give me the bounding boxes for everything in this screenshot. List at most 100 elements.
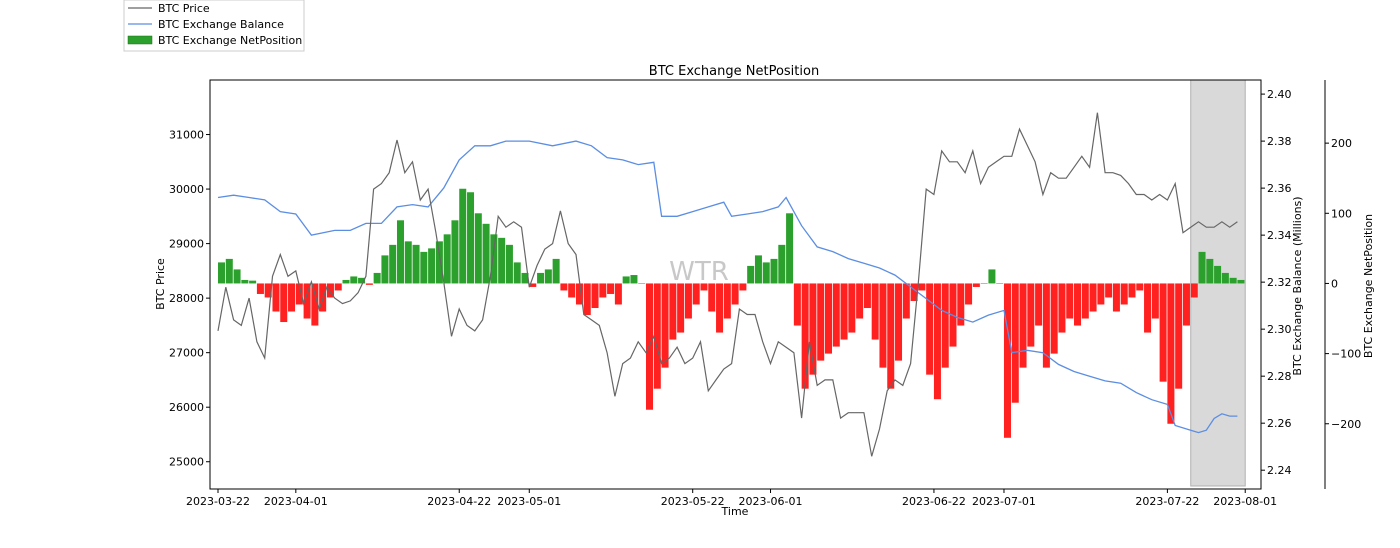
netposition-bar <box>1112 283 1120 312</box>
balance-tick-label: 2.30 <box>1267 323 1292 336</box>
netposition-bar <box>1120 283 1128 305</box>
netposition-bar <box>451 220 459 284</box>
netposition-bar <box>1198 251 1206 284</box>
netposition-bar <box>443 234 451 284</box>
netposition-bar <box>1042 283 1050 368</box>
netposition-bar <box>965 283 973 305</box>
netposition-bar <box>350 276 358 284</box>
netposition-bar <box>474 213 482 284</box>
netposition-bar <box>754 255 762 284</box>
netposition-bar <box>762 262 770 284</box>
netposition-bar <box>568 283 576 298</box>
netposition-bar <box>1089 283 1097 312</box>
netposition-bar <box>1229 277 1237 284</box>
netposition-bar <box>933 283 941 400</box>
balance-line <box>217 140 1238 434</box>
netposition-bar <box>684 283 692 319</box>
netposition-bar <box>622 276 630 284</box>
netposition-bar <box>669 283 677 340</box>
netposition-bar <box>435 241 443 284</box>
netposition-bar <box>1237 279 1245 284</box>
netposition-bar <box>871 283 879 340</box>
y-axis-balance: 2.24 2.26 2.28 2.30 2.32 2.34 2.36 2.38 2.40 <box>1261 88 1292 477</box>
netposition-bar <box>311 283 319 326</box>
netposition-bar <box>1019 283 1027 368</box>
netposition-tick-label: −100 <box>1331 348 1361 361</box>
netposition-bar <box>272 283 280 312</box>
netposition-bar <box>638 283 646 284</box>
netposition-bar <box>381 255 389 284</box>
netposition-bar <box>716 283 724 333</box>
netposition-bar <box>412 244 420 284</box>
y-axis-netposition-label: BTC Exchange NetPosition <box>1362 214 1375 358</box>
y-axis-price-label: BTC Price <box>154 258 167 310</box>
balance-tick-label: 2.28 <box>1267 370 1292 383</box>
netposition-bar <box>692 283 700 305</box>
y-axis-balance-label: BTC Exchange Balance (Millions) <box>1291 196 1304 375</box>
balance-tick-label: 2.32 <box>1267 276 1292 289</box>
legend: BTC Price BTC Exchange Balance BTC Excha… <box>123 0 305 52</box>
plot-frame <box>209 79 1262 490</box>
y-axis-price: 25000 26000 27000 28000 29000 30000 31000 <box>169 129 210 469</box>
netposition-bar <box>1003 283 1011 438</box>
price-tick-label: 29000 <box>169 238 204 251</box>
netposition-bar <box>389 244 397 284</box>
netposition-bar <box>918 283 926 291</box>
netposition-tick-label: 0 <box>1331 277 1338 290</box>
netposition-bar <box>957 283 965 326</box>
netposition-bar <box>1190 283 1198 298</box>
netposition-bar <box>358 277 366 284</box>
netposition-bar <box>653 283 661 389</box>
netposition-bars <box>218 188 1245 438</box>
netposition-bar <box>1144 283 1152 333</box>
netposition-bar <box>607 283 615 294</box>
netposition-bar <box>467 192 475 284</box>
netposition-bar <box>490 234 498 284</box>
netposition-bar <box>996 283 1004 284</box>
x-tick-label: 2023-03-22 <box>186 495 250 508</box>
netposition-bar <box>1214 265 1222 284</box>
netposition-bar <box>513 262 521 284</box>
netposition-bar <box>700 283 708 291</box>
netposition-bar <box>241 279 249 284</box>
netposition-bar <box>824 283 832 354</box>
netposition-bar <box>218 262 226 284</box>
balance-tick-label: 2.38 <box>1267 135 1292 148</box>
netposition-bar <box>544 269 552 284</box>
x-axis-label: Time <box>721 505 749 518</box>
netposition-bar <box>482 223 490 284</box>
balance-tick-label: 2.24 <box>1267 464 1292 477</box>
netposition-bar <box>288 283 296 312</box>
netposition-bar <box>537 272 545 284</box>
netposition-bar <box>988 269 996 284</box>
netposition-bar <box>887 283 895 389</box>
netposition-bar <box>334 283 342 291</box>
x-tick-label: 2023-05-01 <box>497 495 561 508</box>
netposition-bar <box>428 248 436 284</box>
netposition-bar <box>1206 258 1214 284</box>
x-tick-label: 2023-07-01 <box>972 495 1036 508</box>
netposition-bar <box>264 283 272 298</box>
price-line <box>217 112 1238 457</box>
netposition-bar <box>373 272 381 284</box>
netposition-bar <box>793 283 801 326</box>
y-axis-netposition: −200 −100 0 100 200 <box>1324 80 1361 489</box>
netposition-bar <box>498 237 506 284</box>
netposition-bar <box>1159 283 1167 382</box>
netposition-bar <box>552 258 560 284</box>
legend-frame <box>123 0 305 52</box>
netposition-bar <box>1182 283 1190 326</box>
netposition-bar <box>972 283 980 287</box>
netposition-bar <box>1058 283 1066 333</box>
netposition-bar <box>459 188 467 284</box>
netposition-bar <box>280 283 288 323</box>
legend-label-balance: BTC Exchange Balance <box>158 18 284 31</box>
balance-tick-label: 2.34 <box>1267 229 1292 242</box>
netposition-bar <box>770 258 778 284</box>
netposition-bar <box>396 220 404 284</box>
x-tick-label: 2023-06-22 <box>902 495 966 508</box>
chart-title: BTC Exchange NetPosition <box>649 64 819 79</box>
price-tick-label: 28000 <box>169 292 204 305</box>
netposition-bar <box>225 258 233 284</box>
